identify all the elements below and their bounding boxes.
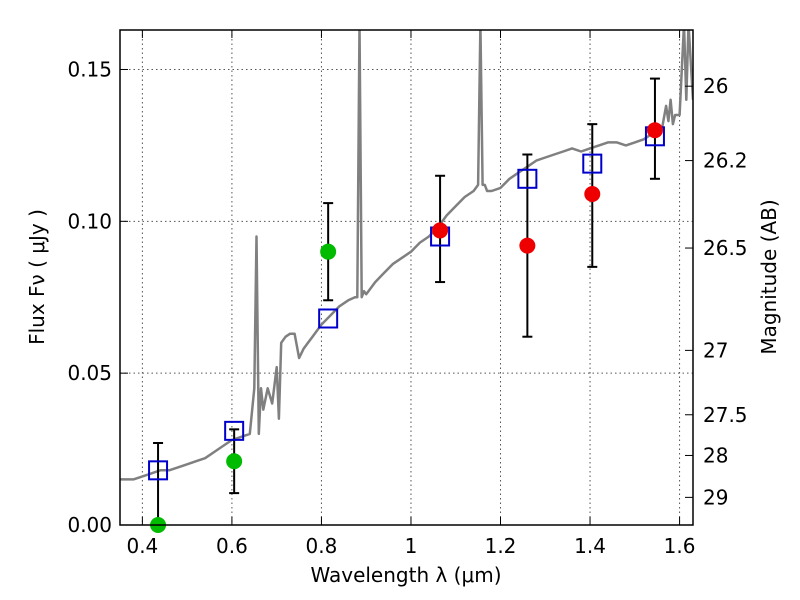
x-tick-label: 1.2 [485, 534, 517, 558]
model-spectrum-line [120, 30, 693, 481]
grid-lines [120, 30, 693, 525]
y2-tick-label: 26.5 [703, 236, 748, 260]
model-point [318, 308, 339, 329]
y-tick-labels: 0.00 0.05 0.10 0.15 [67, 57, 112, 537]
y-tick-label: 0.15 [67, 57, 112, 81]
observed-points [150, 122, 663, 533]
y2-tick-label: 27.5 [703, 403, 748, 427]
plot-frame [119, 29, 694, 526]
observed-point [519, 237, 536, 254]
model-points [148, 126, 665, 481]
y2-tick-label: 27 [703, 338, 728, 362]
y2-tick-label: 29 [703, 485, 728, 509]
observed-point [646, 122, 663, 139]
observed-point [584, 185, 601, 202]
x-axis-label: Wavelength λ (μm) [310, 563, 501, 587]
observed-point [320, 243, 337, 260]
x-tick-label: 0.4 [126, 534, 158, 558]
y-tick-label: 0.00 [67, 513, 112, 537]
model-point [224, 420, 245, 441]
observed-point [226, 453, 243, 470]
axis-ticks [120, 30, 693, 526]
x-tick-label: 0.8 [306, 534, 338, 558]
y2-tick-label: 26.2 [703, 149, 748, 173]
model-point [582, 153, 603, 174]
x-tick-label: 1.4 [574, 534, 606, 558]
model-point [148, 460, 169, 481]
y-axis-label: Flux Fν ( μJy ) [25, 209, 49, 345]
y2-tick-labels: 26 26.2 26.5 27 27.5 28 29 [703, 74, 748, 509]
y-tick-label: 0.05 [67, 361, 112, 385]
model-point [517, 168, 538, 189]
x-tick-label: 0.6 [216, 534, 248, 558]
model-spectrum [120, 30, 693, 481]
x-tick-label: 1.6 [664, 534, 696, 558]
y2-tick-label: 28 [703, 443, 728, 467]
x-tick-labels: 0.4 0.6 0.8 1 1.2 1.4 1.6 [126, 534, 695, 558]
observed-point [432, 222, 449, 239]
y-tick-label: 0.10 [67, 209, 112, 233]
x-tick-label: 1 [405, 534, 418, 558]
y2-tick-label: 26 [703, 74, 728, 98]
y2-axis-label: Magnitude (AB) [757, 199, 781, 354]
